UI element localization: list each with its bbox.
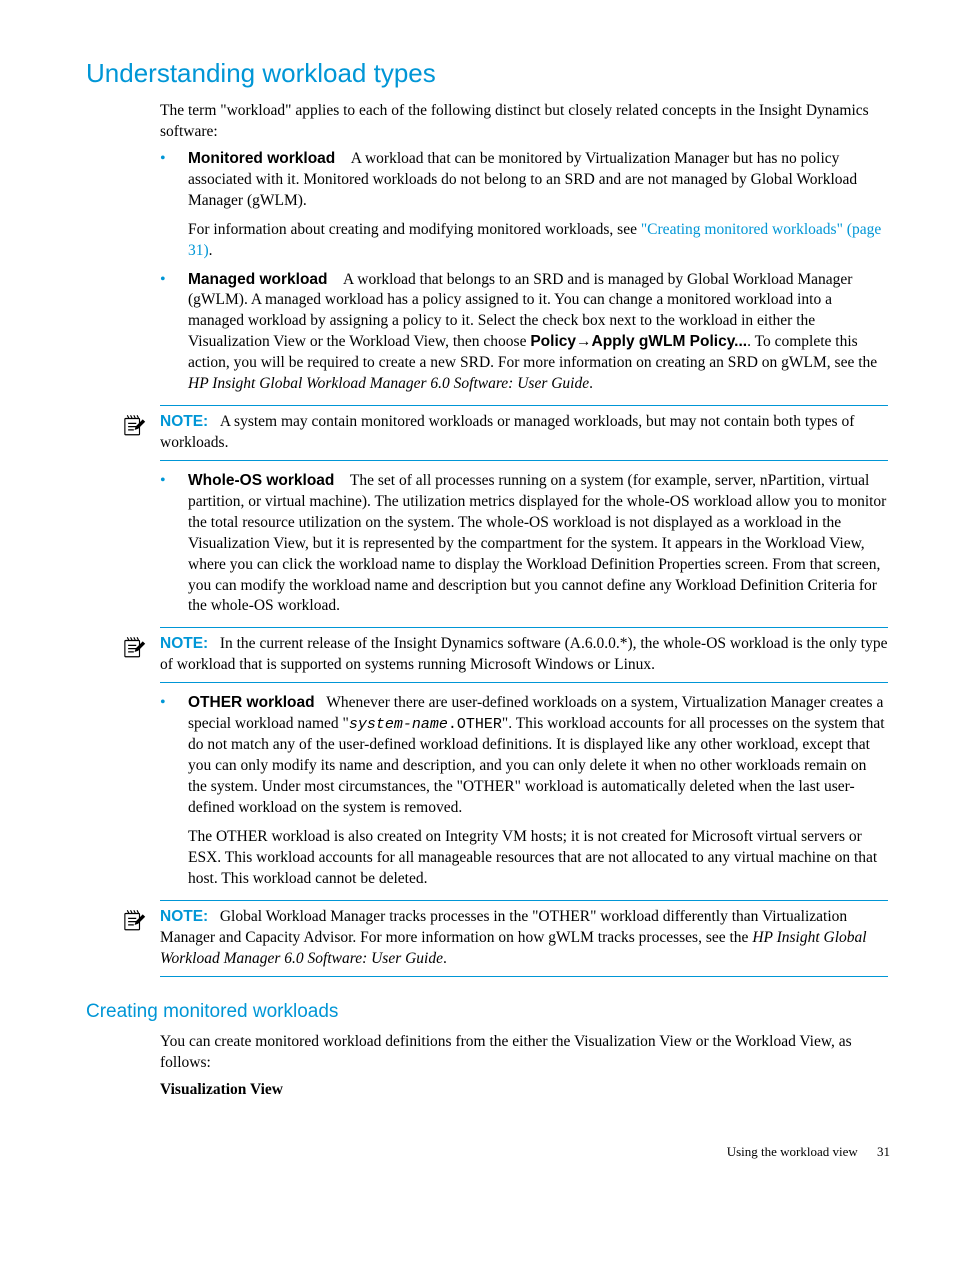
note3-text-b: . [443,950,447,967]
bullet-marker-icon: • [160,693,188,819]
workload-types-list: • Monitored workload A workload that can… [160,149,888,395]
page-footer: Using the workload view 31 [60,1143,894,1161]
bullet-marker-icon: • [160,270,188,396]
managed-lead: Managed workload [188,271,328,288]
other-suffix: .OTHER [448,716,502,733]
bullet-monitored: • Monitored workload A workload that can… [160,149,888,212]
note1-text: A system may contain monitored workloads… [160,413,854,451]
menu-apply-policy: Apply gWLM Policy... [592,333,748,350]
intro-paragraph: The term "workload" applies to each of t… [160,101,888,143]
note-label: NOTE: [160,413,208,430]
managed-guide-ref: HP Insight Global Workload Manager 6.0 S… [188,375,589,392]
other-system-name: system-name [349,716,448,733]
subsection-intro: You can create monitored workload defini… [160,1032,888,1074]
note-label: NOTE: [160,635,208,652]
note-block-2: NOTE: In the current release of the Insi… [160,627,888,683]
managed-text-c: . [589,375,593,392]
bullet-other: • OTHER workload Whenever there are user… [160,693,888,819]
note-block-3: NOTE: Global Workload Manager tracks pro… [160,900,888,977]
bullet-marker-icon: • [160,149,188,212]
monitored-link-pre: For information about creating and modif… [188,221,641,238]
monitored-link-post: . [209,242,213,259]
note-icon [120,907,146,933]
other-lead: OTHER workload [188,694,315,711]
menu-policy: Policy [530,333,576,350]
bullet-wholeos: • Whole-OS workload The set of all proce… [160,471,888,617]
other-para2: The OTHER workload is also created on In… [188,827,888,890]
note-block-1: NOTE: A system may contain monitored wor… [160,405,888,461]
monitored-sub: For information about creating and modif… [188,220,888,262]
note-icon [120,412,146,438]
wholeos-lead: Whole-OS workload [188,472,334,489]
arrow-icon: → [576,333,592,350]
wholeos-text: The set of all processes running on a sy… [188,472,886,615]
footer-page-number: 31 [877,1144,890,1159]
footer-text: Using the workload view [727,1144,858,1159]
section-heading: Understanding workload types [86,56,894,91]
note-label: NOTE: [160,908,208,925]
monitored-lead: Monitored workload [188,150,335,167]
note2-text: In the current release of the Insight Dy… [160,635,887,673]
note-icon [120,634,146,660]
bullet-managed: • Managed workload A workload that belon… [160,270,888,396]
note3-text-a: Global Workload Manager tracks processes… [160,908,847,946]
bullet-marker-icon: • [160,471,188,617]
visualization-view-heading: Visualization View [160,1080,888,1101]
subsection-heading: Creating monitored workloads [86,999,894,1025]
